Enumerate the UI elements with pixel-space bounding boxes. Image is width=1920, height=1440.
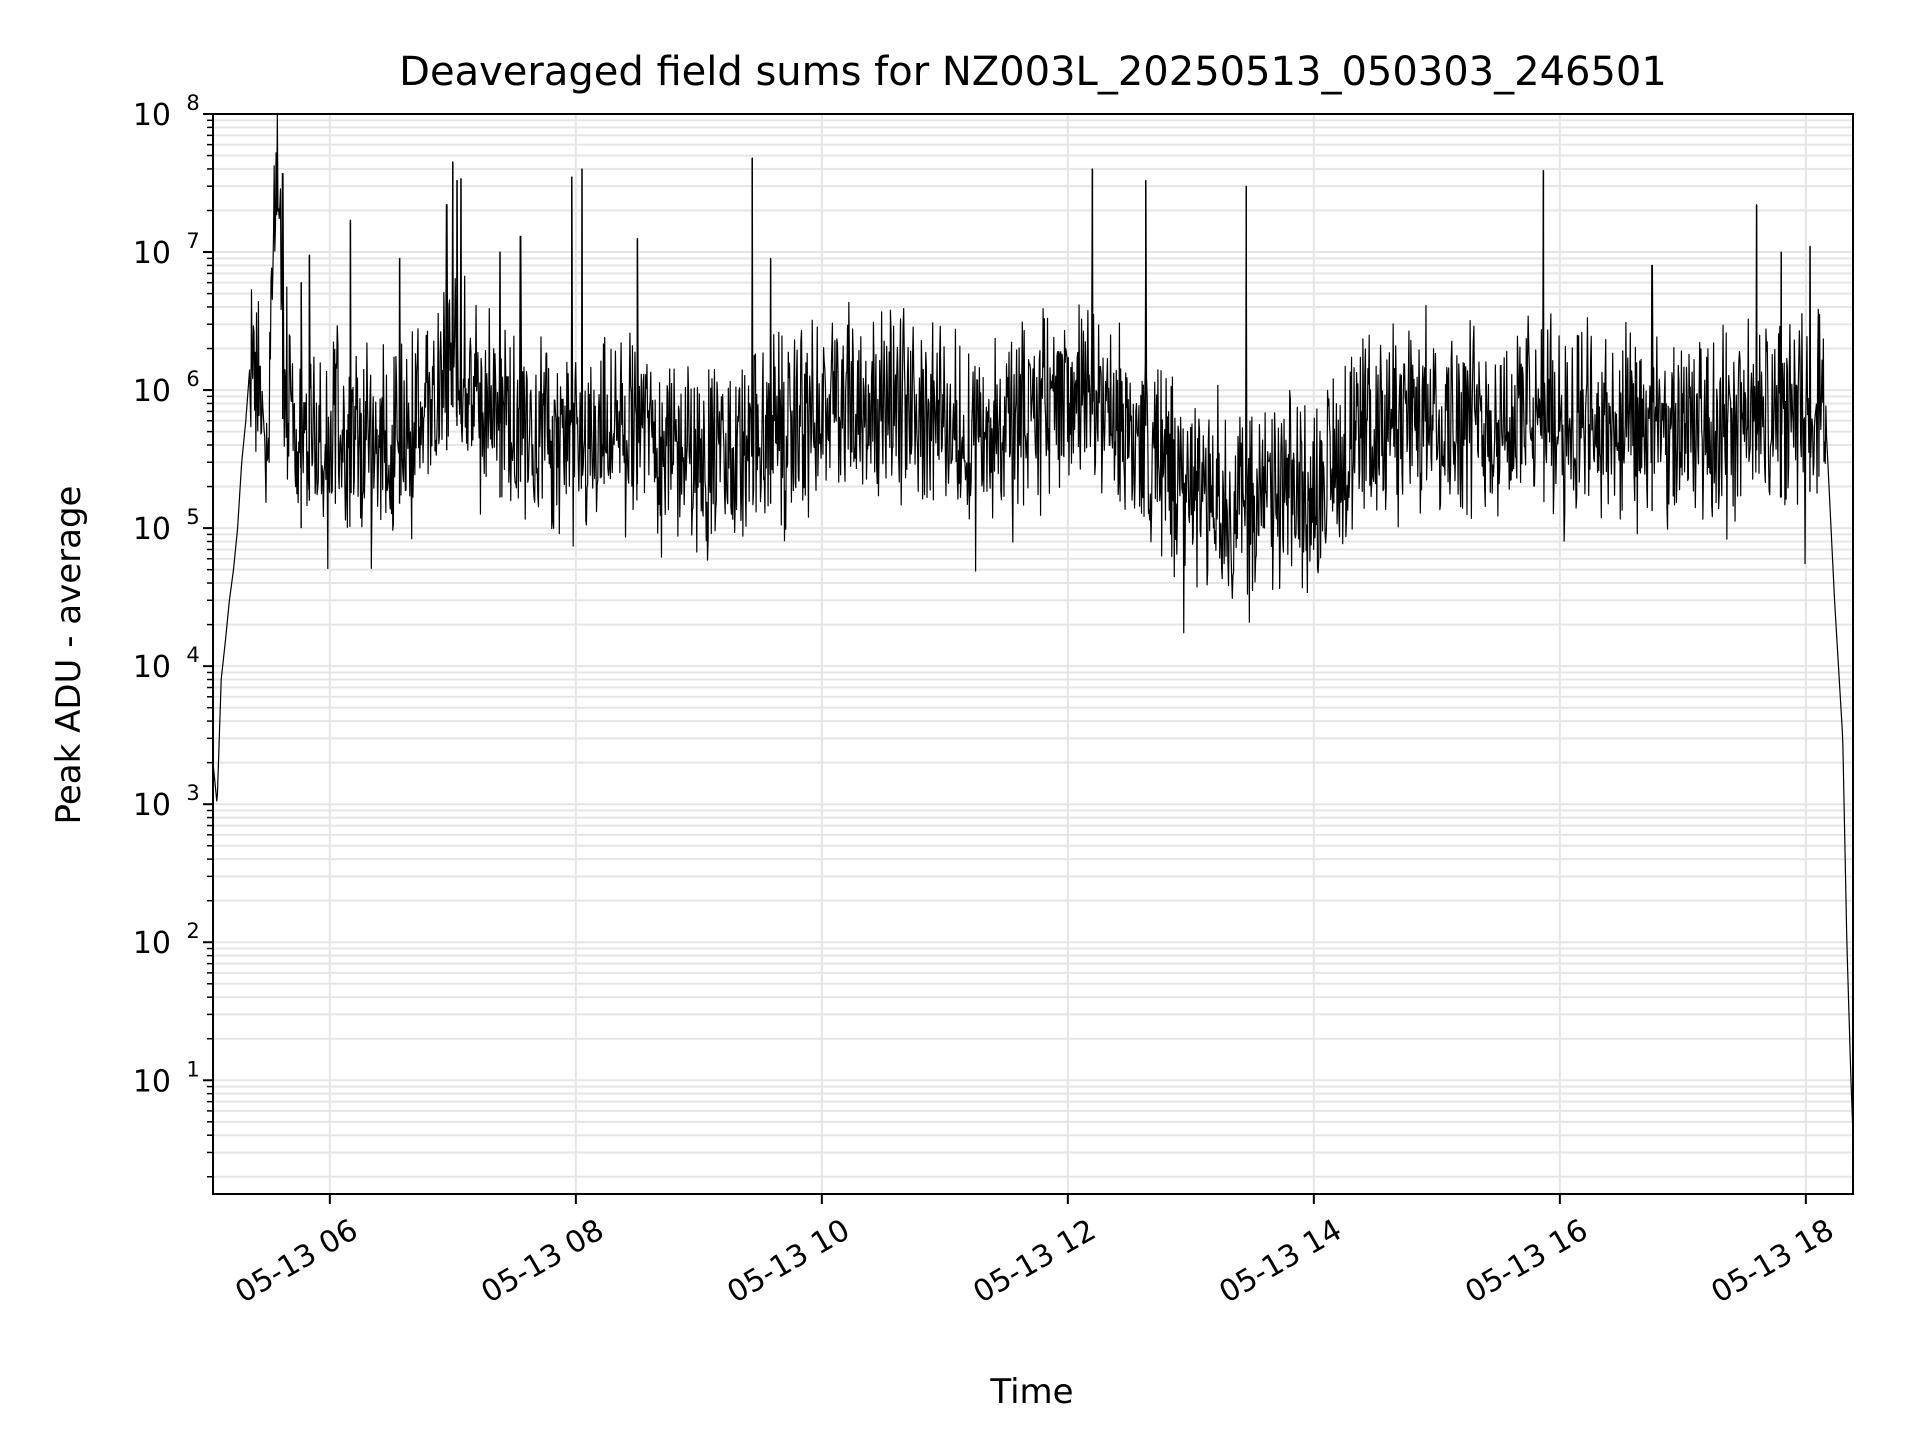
- y-tick-label: 10: [133, 236, 171, 271]
- y-axis-label: Peak ADU - average: [49, 486, 89, 825]
- y-tick-exponent: 3: [186, 781, 199, 805]
- y-tick-exponent: 5: [186, 505, 199, 529]
- series-line: [212, 113, 1854, 1136]
- y-tick-label: 10: [133, 374, 171, 409]
- data-layer: [212, 113, 1854, 1136]
- y-tick-exponent: 4: [186, 643, 199, 667]
- y-tick-exponent: 1: [186, 1057, 199, 1081]
- y-tick-label: 10: [133, 788, 171, 823]
- grid: [213, 114, 1853, 1194]
- y-tick-exponent: 7: [186, 229, 199, 253]
- y-tick-label: 10: [133, 512, 171, 547]
- chart-title: Deaveraged field sums for NZ003L_2025051…: [399, 49, 1667, 95]
- y-tick-exponent: 2: [186, 919, 199, 943]
- y-tick-label: 10: [133, 926, 171, 961]
- x-axis-label: Time: [989, 1372, 1073, 1412]
- y-tick-label: 10: [133, 98, 171, 133]
- y-tick-label: 10: [133, 650, 171, 685]
- y-tick-label: 10: [133, 1064, 171, 1099]
- plot-frame: [212, 113, 1854, 1195]
- y-tick-exponent: 8: [186, 91, 199, 115]
- y-tick-exponent: 6: [186, 367, 199, 391]
